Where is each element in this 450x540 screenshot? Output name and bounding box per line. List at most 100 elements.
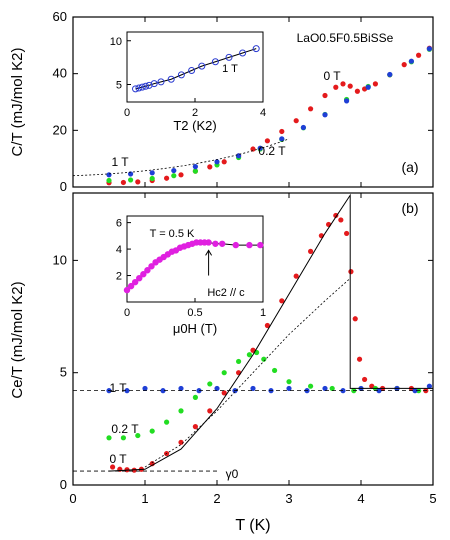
x-tick-label: 0 — [69, 491, 76, 506]
data-point — [293, 118, 299, 124]
data-point — [272, 367, 278, 374]
data-point — [362, 376, 368, 383]
inset-data-point — [148, 263, 155, 270]
inset-data-point — [123, 286, 131, 294]
data-point — [149, 428, 155, 434]
data-point — [308, 248, 314, 254]
data-point — [207, 408, 213, 414]
gamma0-label: γ0 — [226, 467, 239, 481]
data-point — [214, 159, 220, 165]
y-tick-label: 60 — [53, 9, 67, 24]
x-tick-label: 1 — [141, 491, 148, 506]
inset-data-point — [167, 75, 175, 83]
data-point — [322, 92, 328, 99]
data-point — [171, 173, 177, 179]
y-tick-label: 5 — [60, 365, 67, 380]
panel-a-frame — [72, 16, 434, 188]
inset-line — [135, 48, 257, 90]
data-point — [352, 316, 358, 322]
inset-b-title: T = 0.5 K — [150, 228, 195, 240]
data-point — [426, 46, 432, 52]
inset-data-point — [239, 49, 247, 57]
inset-data-point — [135, 84, 143, 92]
data-point — [372, 81, 378, 87]
inset-x-tick-label: 4 — [260, 107, 266, 119]
data-point — [214, 385, 220, 392]
x-tick-label: 5 — [429, 491, 436, 506]
data-point — [356, 356, 363, 362]
data-point — [322, 112, 328, 118]
data-point — [293, 273, 299, 279]
b-label-02T: 0.2 T — [111, 422, 139, 436]
data-point — [279, 128, 285, 135]
data-point — [192, 164, 198, 170]
inset-b-xlabel: μ0H (T) — [173, 321, 217, 336]
inset-data-point — [225, 53, 233, 61]
data-point — [106, 172, 112, 178]
inset-data-point — [252, 45, 260, 53]
data-point — [387, 71, 393, 78]
panel-b-tag: (b) — [401, 200, 418, 216]
data-point — [264, 138, 270, 144]
data-point — [160, 388, 166, 394]
a-label-02T: 0.2 T — [258, 144, 286, 158]
y-tick-label: 0 — [60, 179, 67, 194]
inset-data-point — [219, 240, 226, 247]
data-point — [135, 432, 141, 439]
a-label-0T: 0 T — [323, 69, 341, 83]
data-point — [128, 177, 134, 183]
inset-data-point — [257, 241, 264, 249]
data-point — [192, 168, 198, 174]
data-point — [408, 58, 414, 64]
data-point — [178, 172, 184, 178]
data-point — [149, 175, 155, 182]
inset-data-point — [144, 267, 151, 274]
data-point — [264, 322, 270, 329]
data-point — [221, 159, 227, 165]
panel-a-ylabel: C/T (mJ/mol K2) — [9, 48, 26, 157]
data-point — [344, 230, 350, 237]
data-point — [207, 164, 213, 170]
inset-data-point — [138, 83, 146, 91]
data-point — [250, 385, 256, 392]
data-point — [246, 352, 252, 358]
fit-dotted-b — [144, 278, 351, 468]
inset-data-point — [211, 58, 219, 66]
inset-y-tick-label: 2 — [116, 271, 122, 283]
hc2-arrowhead — [205, 249, 213, 256]
data-point — [300, 124, 306, 131]
inset-data-point — [246, 241, 253, 249]
inset-a-label: 1 T — [222, 63, 238, 75]
inset-data-point — [140, 271, 147, 278]
b-label-0T: 0 T — [109, 452, 127, 466]
data-point — [261, 356, 267, 362]
data-point — [120, 179, 126, 186]
panel-b-ylabel: Ce/T (mJ/mol K2) — [9, 281, 26, 398]
data-point — [135, 179, 141, 185]
inset-b-frame — [126, 215, 264, 303]
data-point — [347, 83, 353, 89]
data-point — [426, 383, 432, 389]
data-point — [124, 388, 130, 394]
x-tick-label: 3 — [285, 491, 292, 506]
data-point — [338, 217, 344, 223]
data-point — [279, 136, 285, 142]
sample-label: LaO0.5F0.5BiSSe — [297, 31, 394, 45]
data-point — [221, 390, 227, 396]
inset-data-point — [136, 274, 143, 282]
data-point — [149, 170, 155, 176]
inset-data-point — [205, 239, 212, 246]
data-point — [279, 298, 285, 304]
data-point — [236, 358, 242, 365]
data-point — [308, 106, 314, 112]
data-point — [207, 381, 213, 387]
data-point — [110, 464, 116, 470]
inset-x-tick-label: 0 — [124, 107, 130, 119]
inset-x-tick-label: 2 — [192, 107, 198, 119]
inset-data-point — [188, 67, 196, 74]
y-tick-label: 40 — [53, 66, 67, 81]
x-tick-label: 4 — [357, 491, 364, 506]
data-point — [178, 408, 184, 414]
inset-data-point — [177, 71, 185, 79]
inset-y-tick-label: 4 — [116, 244, 122, 256]
